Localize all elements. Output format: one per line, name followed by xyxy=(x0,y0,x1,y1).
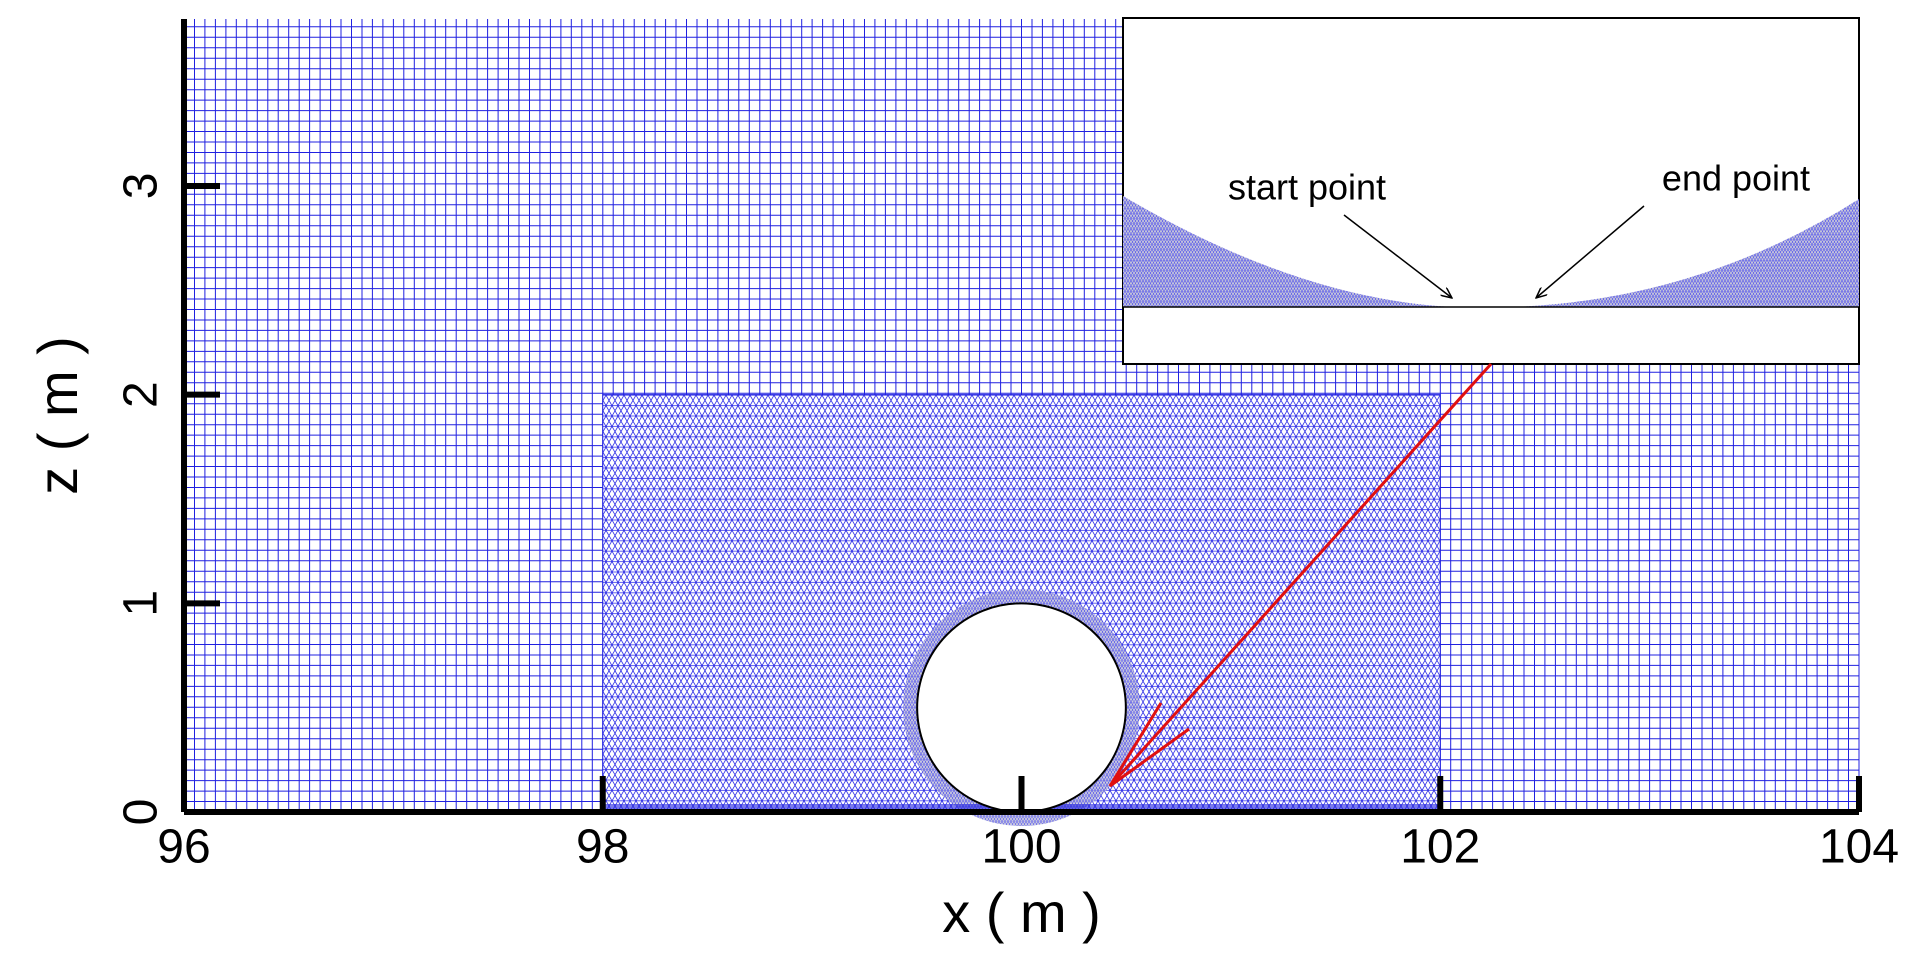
y-tick-label: 1 xyxy=(115,590,168,617)
red-arrow xyxy=(1108,362,1493,788)
inset: start point end point xyxy=(1122,17,1860,365)
arrow xyxy=(1343,214,1452,298)
annotation: end point xyxy=(1662,158,1810,199)
arrow-head xyxy=(1108,702,1190,788)
arrow xyxy=(1536,205,1645,298)
x-tick-label: 104 xyxy=(1819,821,1899,874)
y-tick-label: 2 xyxy=(115,381,168,408)
y-axis-label: z ( m ) xyxy=(26,336,89,495)
inset-mesh-left xyxy=(1123,196,1454,307)
axes: 96 98 100 102 104 0 1 2 3 xyxy=(115,19,1899,874)
x-tick-label: 96 xyxy=(157,821,210,874)
x-tick-label: 98 xyxy=(576,821,629,874)
mesh xyxy=(183,19,1860,826)
y-tick-label: 3 xyxy=(115,173,168,200)
x-tick-label: 100 xyxy=(981,821,1061,874)
inset-mesh-right xyxy=(1513,199,1859,307)
x-tick-label: 102 xyxy=(1400,821,1480,874)
x-axis-label: x ( m ) xyxy=(942,881,1101,944)
annotation: start point xyxy=(1228,167,1386,208)
arrow-line xyxy=(1108,362,1493,788)
y-tick-label: 0 xyxy=(115,799,168,826)
